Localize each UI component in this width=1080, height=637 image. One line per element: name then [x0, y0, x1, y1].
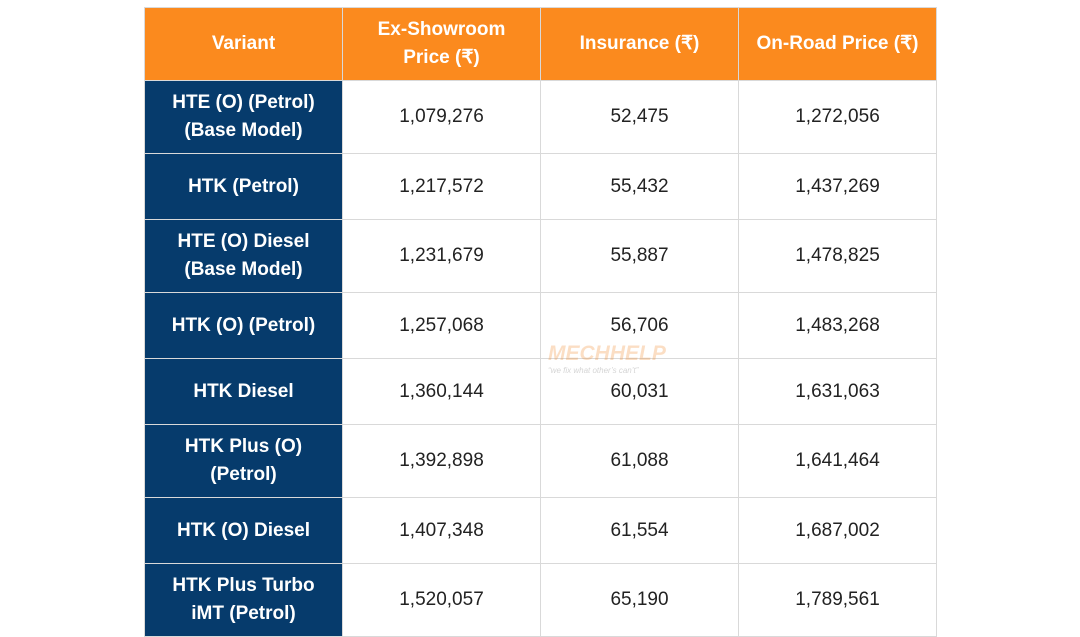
price-cell: 1,407,348: [342, 497, 541, 564]
price-cell: 1,272,056: [738, 80, 937, 154]
price-cell: 1,478,825: [738, 219, 937, 293]
price-cell: 1,360,144: [342, 358, 541, 425]
price-cell: 52,475: [540, 80, 739, 154]
table-row: HTE (O) (Petrol) (Base Model) 1,079,276 52…: [144, 80, 937, 154]
price-cell: 1,687,002: [738, 497, 937, 564]
price-cell: 1,641,464: [738, 424, 937, 498]
variant-cell: HTK (Petrol): [144, 153, 343, 220]
table-row: HTK Plus (O) (Petrol) 1,392,898 61,088 1,64…: [144, 424, 937, 498]
price-table-container: Variant Ex-Showroom Price (₹) Insurance (₹…: [144, 7, 937, 637]
variant-cell: HTK (O) Diesel: [144, 497, 343, 564]
variant-cell: HTE (O) (Petrol) (Base Model): [144, 80, 343, 154]
price-cell: 1,079,276: [342, 80, 541, 154]
price-cell: 61,554: [540, 497, 739, 564]
header-cell: Insurance (₹): [540, 7, 739, 81]
variant-cell: HTK (O) (Petrol): [144, 292, 343, 359]
variant-cell: HTK Plus Turbo iMT (Petrol): [144, 563, 343, 637]
table-row: HTK (O) Diesel 1,407,348 61,554 1,687,002: [144, 497, 937, 564]
variant-cell: HTK Diesel: [144, 358, 343, 425]
price-cell: 61,088: [540, 424, 739, 498]
variant-cell: HTK Plus (O) (Petrol): [144, 424, 343, 498]
table-row: HTK Plus Turbo iMT (Petrol) 1,520,057 65,1…: [144, 563, 937, 637]
price-cell: 1,437,269: [738, 153, 937, 220]
price-cell: 1,257,068: [342, 292, 541, 359]
price-cell: 65,190: [540, 563, 739, 637]
table-row: HTK (O) (Petrol) 1,257,068 56,706 1,483,268: [144, 292, 937, 359]
price-table: Variant Ex-Showroom Price (₹) Insurance (₹…: [144, 7, 937, 637]
price-cell: 1,631,063: [738, 358, 937, 425]
price-cell: 1,231,679: [342, 219, 541, 293]
price-cell: 1,392,898: [342, 424, 541, 498]
page: Variant Ex-Showroom Price (₹) Insurance (₹…: [144, 7, 937, 637]
header-row: Variant Ex-Showroom Price (₹) Insurance (₹…: [144, 7, 937, 81]
price-cell: 1,217,572: [342, 153, 541, 220]
price-cell: 55,432: [540, 153, 739, 220]
variant-cell: HTE (O) Diesel (Base Model): [144, 219, 343, 293]
table-row: HTE (O) Diesel (Base Model) 1,231,679 55,8…: [144, 219, 937, 293]
header-cell: On-Road Price (₹): [738, 7, 937, 81]
table-header: Variant Ex-Showroom Price (₹) Insurance (₹…: [144, 7, 937, 81]
price-cell: 1,520,057: [342, 563, 541, 637]
price-cell: 60,031: [540, 358, 739, 425]
table-row: HTK (Petrol) 1,217,572 55,432 1,437,269: [144, 153, 937, 220]
price-cell: 56,706: [540, 292, 739, 359]
table-row: HTK Diesel 1,360,144 60,031 1,631,063: [144, 358, 937, 425]
price-cell: 1,483,268: [738, 292, 937, 359]
price-cell: 1,789,561: [738, 563, 937, 637]
header-cell: Variant: [144, 7, 343, 81]
table-body: HTE (O) (Petrol) (Base Model) 1,079,276 52…: [144, 80, 937, 637]
price-cell: 55,887: [540, 219, 739, 293]
header-cell: Ex-Showroom Price (₹): [342, 7, 541, 81]
